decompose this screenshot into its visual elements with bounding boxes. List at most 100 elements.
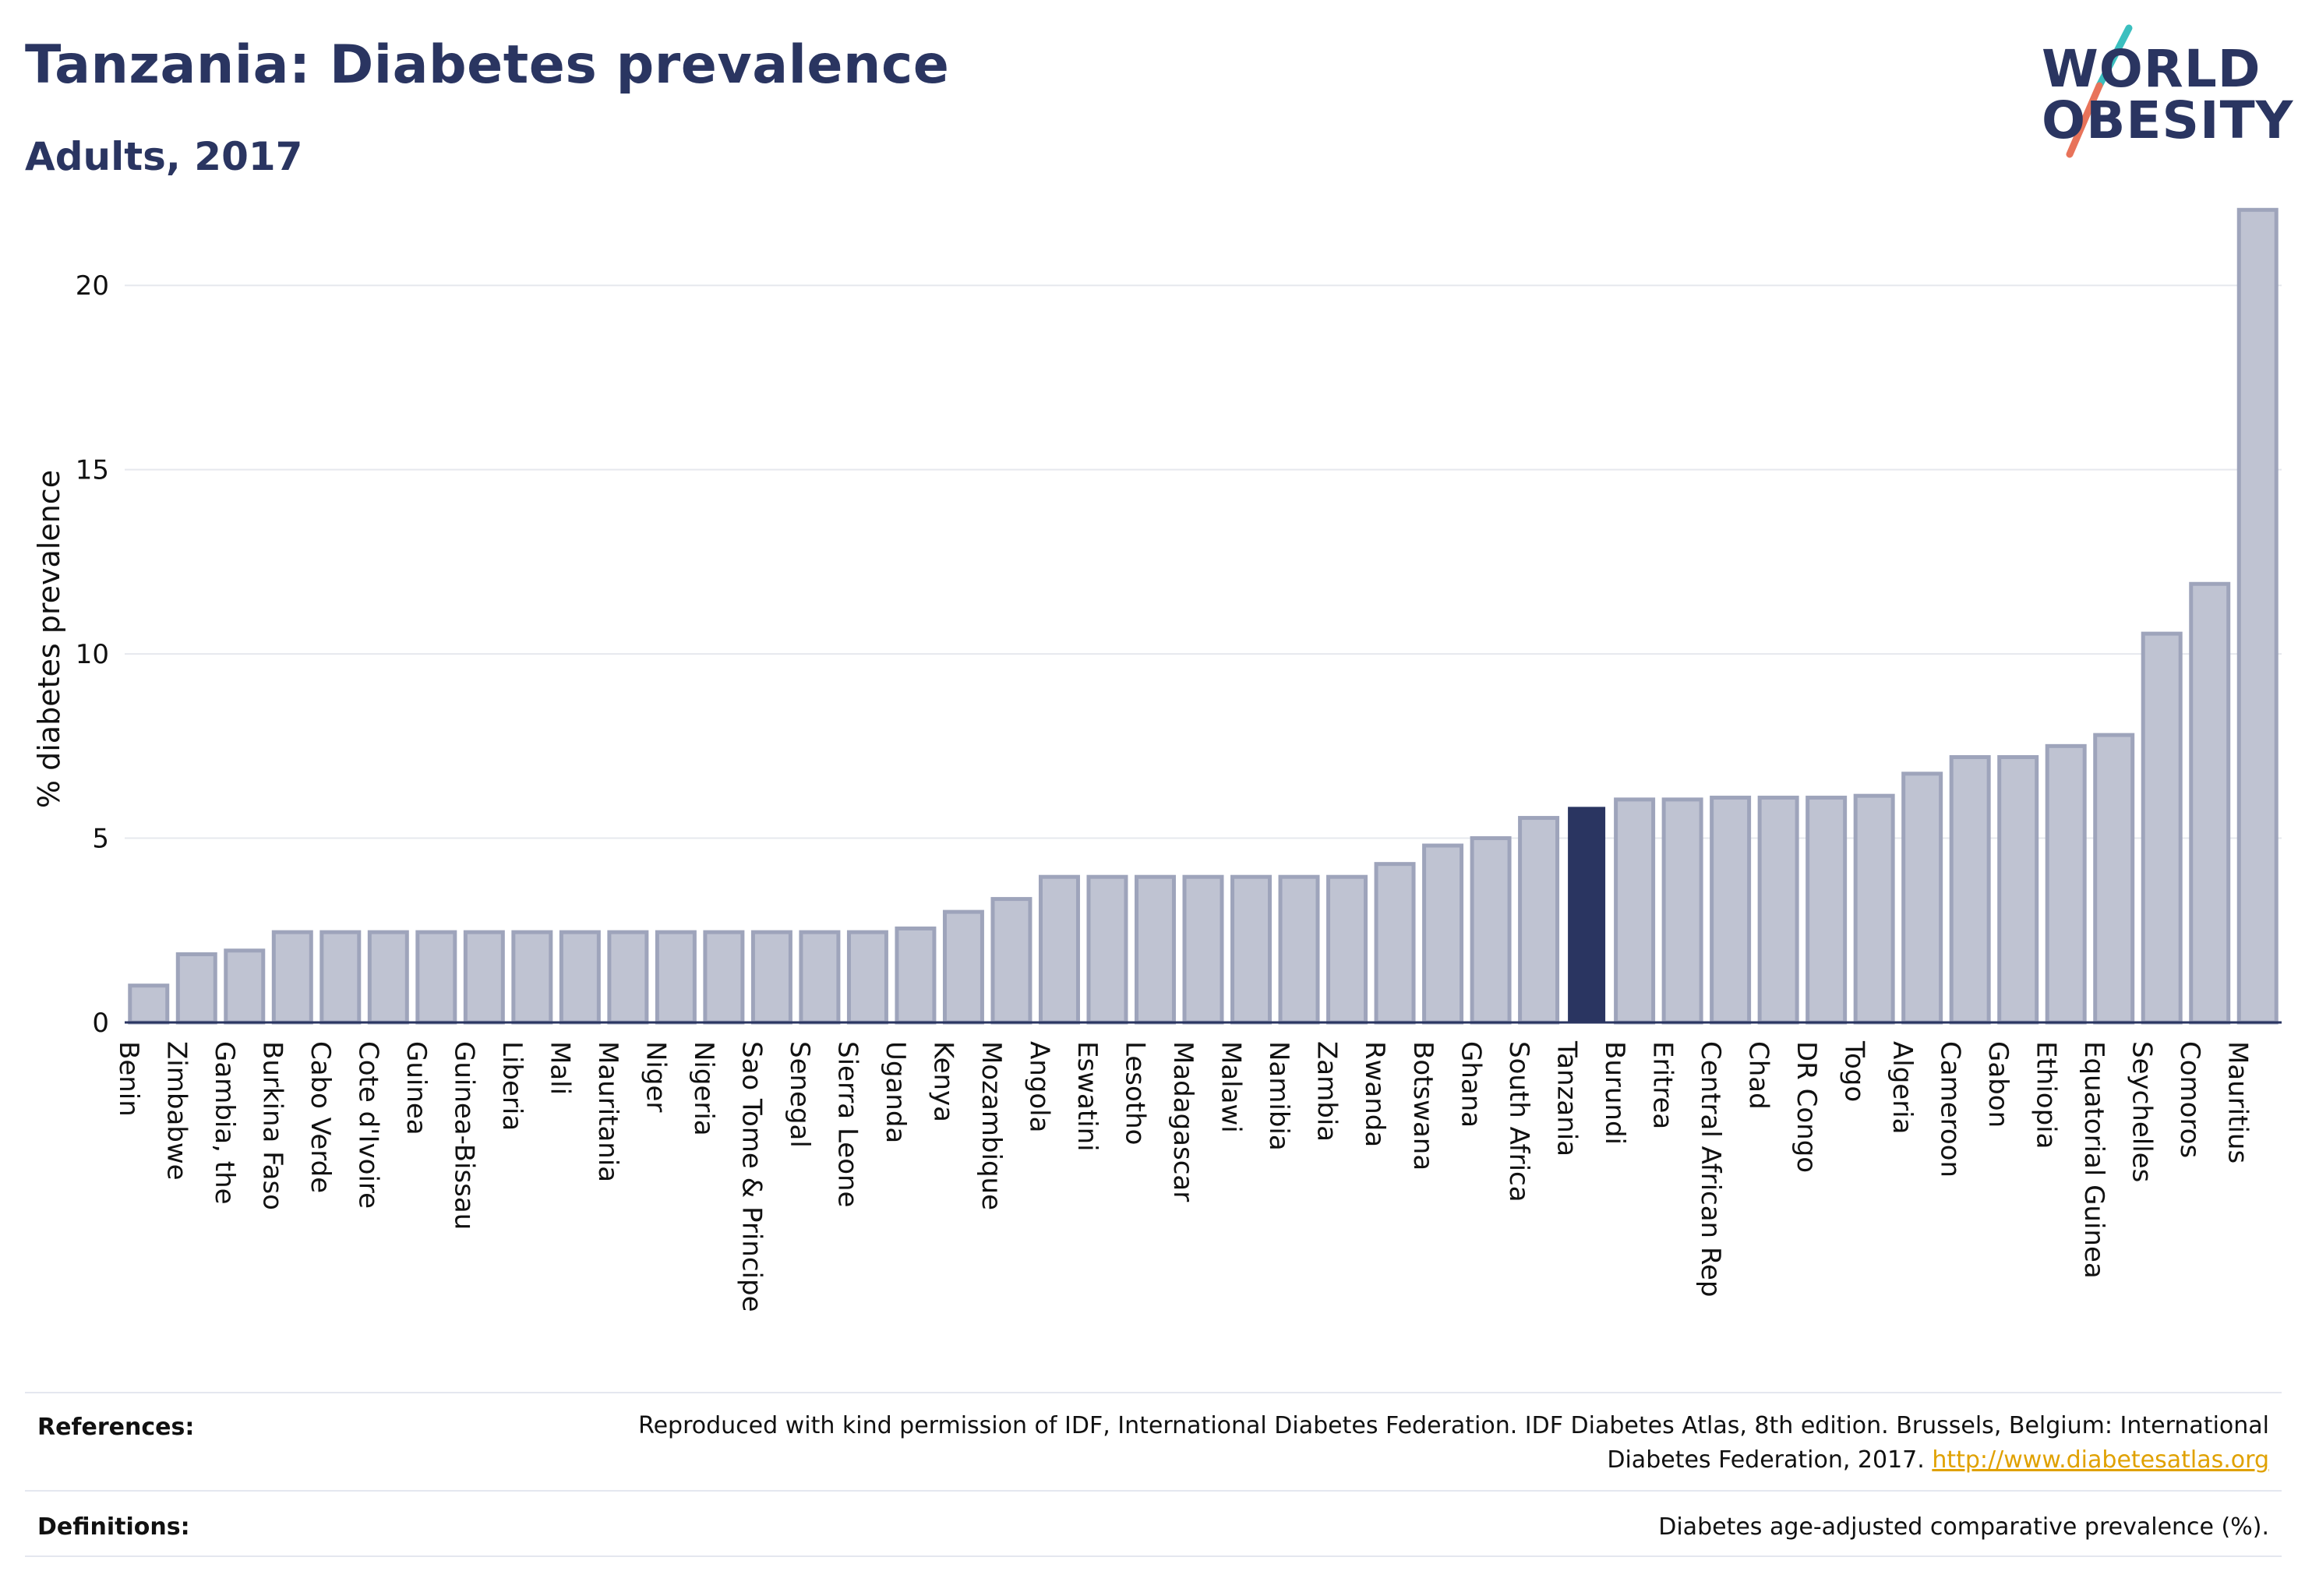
- bar-lesotho[interactable]: [1134, 874, 1176, 1025]
- x-tick-label: Botswana: [1407, 1041, 1438, 1171]
- x-tick-label: Cabo Verde: [305, 1041, 336, 1193]
- bar-liberia[interactable]: [511, 930, 553, 1025]
- bar-mali[interactable]: [559, 930, 601, 1025]
- y-tick-label: 5: [92, 824, 109, 855]
- bar-seychelles[interactable]: [2141, 631, 2183, 1025]
- x-tick-label: Togo: [1838, 1040, 1869, 1102]
- x-tick-label: Angola: [1024, 1041, 1055, 1132]
- x-tick-label: Namibia: [1263, 1041, 1294, 1151]
- y-axis-ticks: 0 5 10 15 20: [76, 270, 109, 1039]
- x-tick-label: Eswatini: [1071, 1041, 1103, 1152]
- x-tick-label: Eritrea: [1647, 1041, 1678, 1129]
- bar-comoros[interactable]: [2189, 581, 2231, 1025]
- bar-cabo-verde[interactable]: [319, 930, 362, 1025]
- bar-gabon[interactable]: [1997, 755, 2039, 1025]
- x-tick-label: Madagascar: [1167, 1041, 1198, 1202]
- bar-equatorial-guinea[interactable]: [2093, 733, 2135, 1025]
- bar-ethiopia[interactable]: [2045, 743, 2087, 1025]
- x-tick-label: Burkina Faso: [256, 1041, 288, 1210]
- y-tick-label: 20: [76, 270, 109, 302]
- y-tick-label: 10: [76, 639, 109, 670]
- bar-mozambique[interactable]: [990, 897, 1032, 1025]
- x-axis-labels: Benin Zimbabwe Gambia, the Burkina Faso Cabo…: [113, 1040, 2253, 1312]
- bar-south-africa[interactable]: [1518, 816, 1560, 1025]
- bar-zimbabwe[interactable]: [175, 952, 217, 1025]
- bar-senegal[interactable]: [799, 930, 841, 1025]
- bar-rwanda[interactable]: [1374, 862, 1416, 1025]
- x-tick-label: Sierra Leone: [832, 1041, 863, 1207]
- x-tick-label: Ethiopia: [2030, 1041, 2061, 1149]
- bar-botswana[interactable]: [1422, 843, 1464, 1025]
- x-tick-label: Gambia, the: [209, 1041, 240, 1205]
- bar-ghana[interactable]: [1470, 836, 1512, 1025]
- footer-divider-top: [25, 1392, 2282, 1393]
- x-tick-label: Kenya: [928, 1041, 959, 1122]
- references-link[interactable]: http://www.diabetesatlas.org: [1932, 1446, 2269, 1474]
- chart-title: Tanzania: Diabetes prevalence: [25, 34, 950, 96]
- x-tick-label: Mali: [545, 1041, 576, 1095]
- bar-dr-congo[interactable]: [1806, 796, 1848, 1025]
- bar-gambia-the[interactable]: [224, 948, 266, 1025]
- bar-uganda[interactable]: [895, 926, 937, 1025]
- bar-eswatini[interactable]: [1086, 874, 1128, 1025]
- x-tick-label: Liberia: [496, 1041, 528, 1131]
- x-tick-label: Algeria: [1887, 1041, 1918, 1134]
- bar-togo[interactable]: [1853, 793, 1895, 1025]
- x-tick-label: Senegal: [784, 1041, 815, 1148]
- x-tick-label: DR Congo: [1791, 1041, 1822, 1173]
- definitions-text: Diabetes age-adjusted comparative preval…: [1658, 1513, 2269, 1541]
- x-tick-label: South Africa: [1503, 1041, 1534, 1202]
- x-tick-label: Nigeria: [688, 1041, 719, 1136]
- bar-chad[interactable]: [1757, 796, 1799, 1025]
- bar-madagascar[interactable]: [1182, 874, 1224, 1025]
- bar-benin[interactable]: [128, 983, 170, 1025]
- x-tick-label: Uganda: [880, 1041, 911, 1143]
- references-text: Reproduced with kind permission of IDF, …: [633, 1409, 2269, 1478]
- bar-chart: 0 5 10 15 20 Benin Zimbabwe Gambia, the Burkina…: [32, 207, 2282, 1312]
- x-tick-label: Central African Rep: [1695, 1041, 1726, 1298]
- bar-malawi[interactable]: [1230, 874, 1273, 1025]
- y-axis-title: % diabetes prevalence: [32, 470, 66, 808]
- bar-algeria[interactable]: [1901, 772, 1943, 1025]
- x-tick-label: Cameroon: [1934, 1041, 1965, 1178]
- references-label: References:: [37, 1414, 195, 1441]
- bar-burundi[interactable]: [1614, 797, 1656, 1025]
- x-tick-label: Burundi: [1599, 1041, 1630, 1145]
- bar-angola[interactable]: [1038, 874, 1080, 1025]
- world-obesity-logo[interactable]: WORLD OBESITY: [2034, 22, 2294, 170]
- x-tick-label: Equatorial Guinea: [2078, 1041, 2109, 1279]
- logo-word-obesity: OBESITY: [2042, 90, 2294, 150]
- bar-namibia[interactable]: [1278, 874, 1320, 1025]
- x-tick-label: Malawi: [1216, 1041, 1247, 1133]
- bar-eritrea[interactable]: [1661, 797, 1703, 1025]
- x-tick-label: Rwanda: [1359, 1041, 1390, 1147]
- bar-sao-tome-principe[interactable]: [750, 930, 792, 1025]
- chart-subtitle: Adults, 2017: [25, 134, 303, 179]
- bar-guinea-bissau[interactable]: [463, 930, 505, 1025]
- x-tick-label: Lesotho: [1120, 1041, 1151, 1145]
- bar-mauritius[interactable]: [2236, 207, 2279, 1025]
- bar-sierra-leone[interactable]: [846, 930, 888, 1025]
- bar-zambia[interactable]: [1326, 874, 1368, 1025]
- x-tick-label: Mauritania: [592, 1041, 623, 1182]
- logo-word-world: WORLD: [2042, 39, 2261, 99]
- x-tick-label: Cote d'Ivoire: [353, 1041, 384, 1209]
- x-tick-label: Sao Tome & Principe: [736, 1041, 768, 1312]
- bar-niger[interactable]: [655, 930, 697, 1025]
- bar-cameroon[interactable]: [1949, 755, 1991, 1025]
- bar-guinea[interactable]: [415, 930, 457, 1025]
- footer-divider-middle: [25, 1490, 2282, 1492]
- x-tick-label: Benin: [113, 1041, 144, 1117]
- bar-central-african-rep[interactable]: [1710, 796, 1752, 1025]
- definitions-label: Definitions:: [37, 1513, 190, 1541]
- bar-burkina-faso[interactable]: [271, 930, 313, 1025]
- bar-cote-d-ivoire[interactable]: [367, 930, 409, 1025]
- bars: [128, 207, 2279, 1025]
- x-tick-label: Niger: [641, 1041, 672, 1112]
- x-tick-label: Guinea: [401, 1041, 432, 1135]
- bar-nigeria[interactable]: [703, 930, 745, 1025]
- bar-mauritania[interactable]: [607, 930, 649, 1025]
- bar-tanzania[interactable]: [1568, 807, 1606, 1022]
- y-tick-label: 15: [76, 455, 109, 486]
- bar-kenya[interactable]: [942, 909, 984, 1025]
